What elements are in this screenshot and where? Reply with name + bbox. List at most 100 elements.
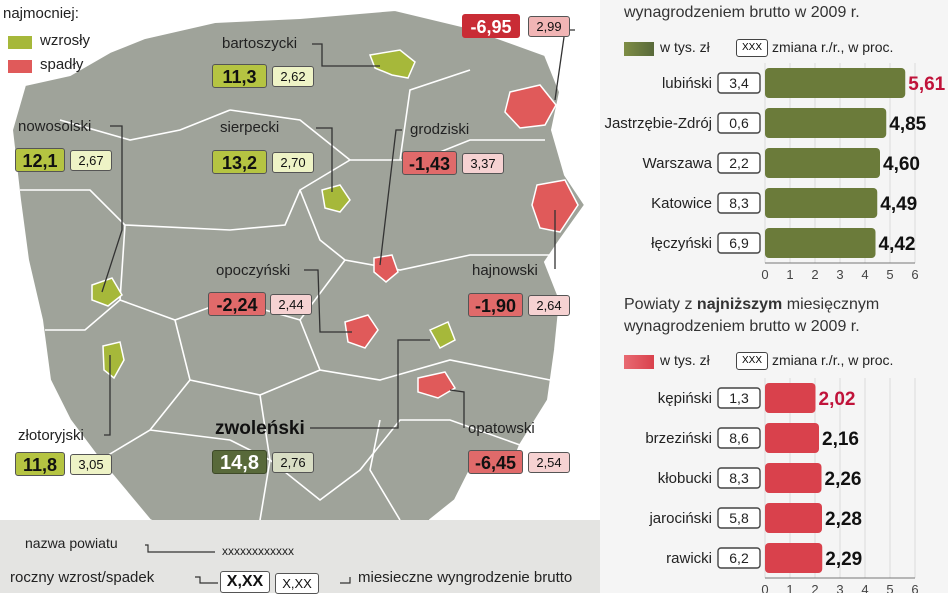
district-opoczynski-shape bbox=[344, 314, 379, 349]
bottom-chart-legend-change-box: XXX bbox=[736, 352, 768, 370]
x-tick-label: 0 bbox=[761, 267, 768, 280]
x-tick-label: 3 bbox=[836, 267, 843, 280]
value-label: 4,49 bbox=[880, 194, 917, 215]
district-change: 2,76 bbox=[272, 452, 314, 473]
district-name: opoczyński bbox=[216, 262, 291, 279]
key-name-sample: xxxxxxxxxxxx bbox=[222, 544, 294, 558]
district-salary: -1,43 bbox=[402, 151, 457, 175]
category-label: rawicki bbox=[666, 550, 712, 567]
value-label: 2,28 bbox=[825, 509, 862, 530]
key-salary-sample: X,XX bbox=[275, 573, 319, 594]
category-label: łęczyński bbox=[651, 235, 712, 252]
district-salary: -1,90 bbox=[468, 293, 523, 317]
change-label: 8,3 bbox=[729, 195, 749, 211]
x-tick-label: 5 bbox=[886, 582, 893, 593]
value-label: 4,60 bbox=[883, 154, 920, 175]
district-hajnowski-shape bbox=[531, 179, 579, 233]
bottom-chart-legend-change: zmiana r./r., w proc. bbox=[772, 352, 894, 368]
change-box bbox=[717, 387, 761, 409]
category-label: brzeziński bbox=[645, 430, 712, 447]
value-label: 2,26 bbox=[825, 469, 862, 490]
district-name-highlight: zwoleński bbox=[215, 418, 305, 439]
district-salary: 11,8 bbox=[15, 452, 65, 476]
x-tick-label: 6 bbox=[911, 582, 918, 593]
value-label: 4,42 bbox=[879, 234, 916, 255]
district-name: opatowski bbox=[468, 420, 535, 437]
bottom-header-post: miesięcznym bbox=[786, 296, 880, 313]
change-label: 1,3 bbox=[729, 390, 749, 406]
top-chart-legend-value: w tys. zł bbox=[660, 39, 710, 55]
x-tick-label: 2 bbox=[811, 582, 818, 593]
top-district-change: 2,99 bbox=[528, 16, 570, 37]
district-salary: 11,3 bbox=[212, 64, 267, 88]
district-name: hajnowski bbox=[472, 262, 538, 279]
category-label: Katowice bbox=[651, 195, 712, 212]
x-tick-label: 4 bbox=[861, 267, 868, 280]
change-box bbox=[717, 72, 761, 94]
bar bbox=[765, 68, 906, 98]
category-label: Warszawa bbox=[643, 155, 713, 172]
key-change-label: roczny wzrost/spadek bbox=[10, 569, 155, 586]
district-opatowski-shape bbox=[417, 371, 457, 399]
value-label: 2,29 bbox=[825, 549, 862, 570]
change-box bbox=[717, 467, 761, 489]
x-tick-label: 1 bbox=[786, 582, 793, 593]
district-change: 2,70 bbox=[272, 152, 314, 173]
value-label: 4,85 bbox=[889, 114, 926, 135]
change-label: 5,8 bbox=[729, 510, 749, 526]
category-label: Jastrzębie-Zdrój bbox=[604, 115, 712, 132]
change-label: 6,9 bbox=[729, 235, 749, 251]
district-sierpecki-shape bbox=[321, 184, 351, 213]
x-tick-label: 5 bbox=[886, 267, 893, 280]
x-tick-label: 4 bbox=[861, 582, 868, 593]
change-box bbox=[717, 152, 761, 174]
change-box bbox=[717, 232, 761, 254]
district-name: grodziski bbox=[410, 121, 470, 138]
top-chart-legend-change: zmiana r./r., w proc. bbox=[772, 39, 894, 55]
bar bbox=[765, 423, 819, 453]
district-zwolenski-shape bbox=[428, 320, 456, 350]
bar bbox=[765, 148, 880, 178]
change-box bbox=[717, 507, 761, 529]
district-change: 2,62 bbox=[272, 66, 314, 87]
bar bbox=[765, 463, 822, 493]
district-change: 3,37 bbox=[462, 153, 504, 174]
district-salary: 12,1 bbox=[15, 148, 65, 172]
x-tick-label: 0 bbox=[761, 582, 768, 593]
x-tick-label: 3 bbox=[836, 582, 843, 593]
change-box bbox=[717, 547, 761, 569]
district-salary-highlight: 14,8 bbox=[212, 450, 267, 474]
district-nowosolski-shape bbox=[91, 277, 123, 307]
change-box bbox=[717, 192, 761, 214]
category-label: lubiński bbox=[662, 75, 712, 92]
key-lines bbox=[145, 544, 351, 584]
bottom-header-pre: Powiaty z bbox=[624, 296, 693, 313]
region-borders bbox=[20, 69, 560, 561]
legend-swatch-down bbox=[8, 60, 32, 73]
district-salary: -2,24 bbox=[208, 292, 266, 316]
key-panel bbox=[0, 520, 620, 593]
bottom-chart-header: Powiaty z najniższym miesięcznym bbox=[624, 296, 879, 314]
category-label: kępiński bbox=[658, 390, 712, 407]
top-district-salary: -6,95 bbox=[462, 14, 520, 38]
category-label: kłobucki bbox=[658, 470, 712, 487]
bar bbox=[765, 543, 823, 573]
district-bartoszycki-shape bbox=[368, 49, 416, 79]
top-chart-legend-swatch bbox=[624, 42, 654, 56]
key-name-label: nazwa powiatu bbox=[25, 535, 118, 551]
bar bbox=[765, 108, 887, 138]
change-label: 2,2 bbox=[729, 155, 749, 171]
change-label: 3,4 bbox=[729, 75, 749, 91]
district-change: 2,67 bbox=[70, 150, 112, 171]
district-name: sierpecki bbox=[220, 119, 280, 136]
bottom-chart-legend-swatch bbox=[624, 355, 654, 369]
bar bbox=[765, 228, 876, 258]
change-label: 6,2 bbox=[729, 550, 749, 566]
district-zlotoryjski-shape bbox=[102, 341, 125, 380]
legend-label-down: spadły bbox=[40, 56, 84, 73]
bar bbox=[765, 503, 822, 533]
bar bbox=[765, 188, 878, 218]
district-name: bartoszycki bbox=[222, 35, 298, 52]
district-change: 3,05 bbox=[70, 454, 112, 475]
